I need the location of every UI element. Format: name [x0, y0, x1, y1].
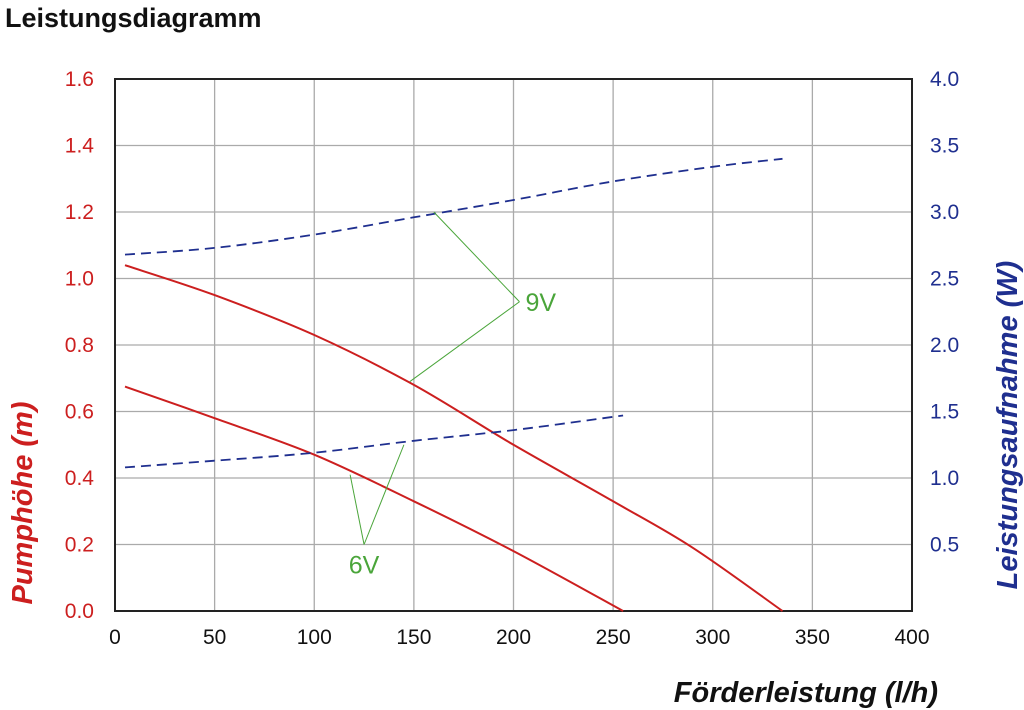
x-tick-label: 300 — [695, 626, 730, 649]
voltage-label-1: 6V — [349, 552, 380, 580]
voltage-label-0: 9V — [525, 289, 556, 317]
x-axis-title: Förderleistung (l/h) — [674, 677, 938, 709]
chart-title: Leistungsdiagramm — [5, 3, 262, 33]
left-tick-label: 0.0 — [65, 600, 94, 623]
left-tick-label: 1.4 — [65, 135, 95, 158]
head-curve-1 — [124, 385, 624, 612]
right-axis-title: Leistungsaufnahme (W) — [992, 261, 1024, 590]
x-tick-label: 150 — [396, 626, 431, 649]
x-axis-ticks: 0 50 100 150 200 250 300 350 400 — [109, 626, 929, 649]
right-tick-label: 3.0 — [930, 201, 959, 224]
annotation-layer: 9V 6V — [349, 211, 556, 580]
series-layer — [124, 157, 784, 612]
left-tick-label: 0.6 — [65, 401, 94, 424]
annotation-leader-line — [363, 444, 405, 545]
right-tick-label: 1.5 — [930, 401, 959, 424]
left-tick-label: 1.6 — [65, 68, 94, 91]
right-tick-label: 3.5 — [930, 135, 959, 158]
plot-area — [114, 78, 913, 612]
head-curve-0 — [124, 264, 784, 612]
right-tick-label: 2.5 — [930, 268, 959, 291]
left-tick-label: 0.4 — [65, 467, 95, 490]
x-tick-label: 0 — [109, 626, 121, 649]
left-axis-ticks: 0.0 0.2 0.4 0.6 0.8 1.0 1.2 1.4 1.6 — [65, 68, 95, 623]
right-tick-label: 4.0 — [930, 68, 959, 91]
annotation-leader-line — [433, 211, 520, 303]
x-tick-label: 400 — [894, 626, 929, 649]
power-curve-3 — [124, 414, 624, 469]
x-tick-label: 100 — [297, 626, 332, 649]
right-tick-label: 2.0 — [930, 334, 959, 357]
x-tick-label: 50 — [203, 626, 226, 649]
left-tick-label: 0.2 — [65, 534, 94, 557]
x-tick-label: 250 — [596, 626, 631, 649]
right-tick-label: 0.5 — [930, 534, 959, 557]
left-axis-title: Pumphöhe (m) — [7, 402, 39, 605]
annotation-leader-line — [349, 474, 365, 545]
left-tick-label: 1.0 — [65, 268, 94, 291]
power-curve-2 — [124, 157, 783, 256]
left-tick-label: 1.2 — [65, 201, 94, 224]
right-tick-label: 1.0 — [930, 467, 959, 490]
x-tick-label: 200 — [496, 626, 531, 649]
grid — [114, 78, 913, 612]
right-axis-ticks: 0.5 1.0 1.5 2.0 2.5 3.0 3.5 4.0 — [930, 68, 959, 557]
left-tick-label: 0.8 — [65, 334, 94, 357]
x-tick-label: 350 — [795, 626, 830, 649]
annotation-leader-line — [409, 301, 520, 382]
